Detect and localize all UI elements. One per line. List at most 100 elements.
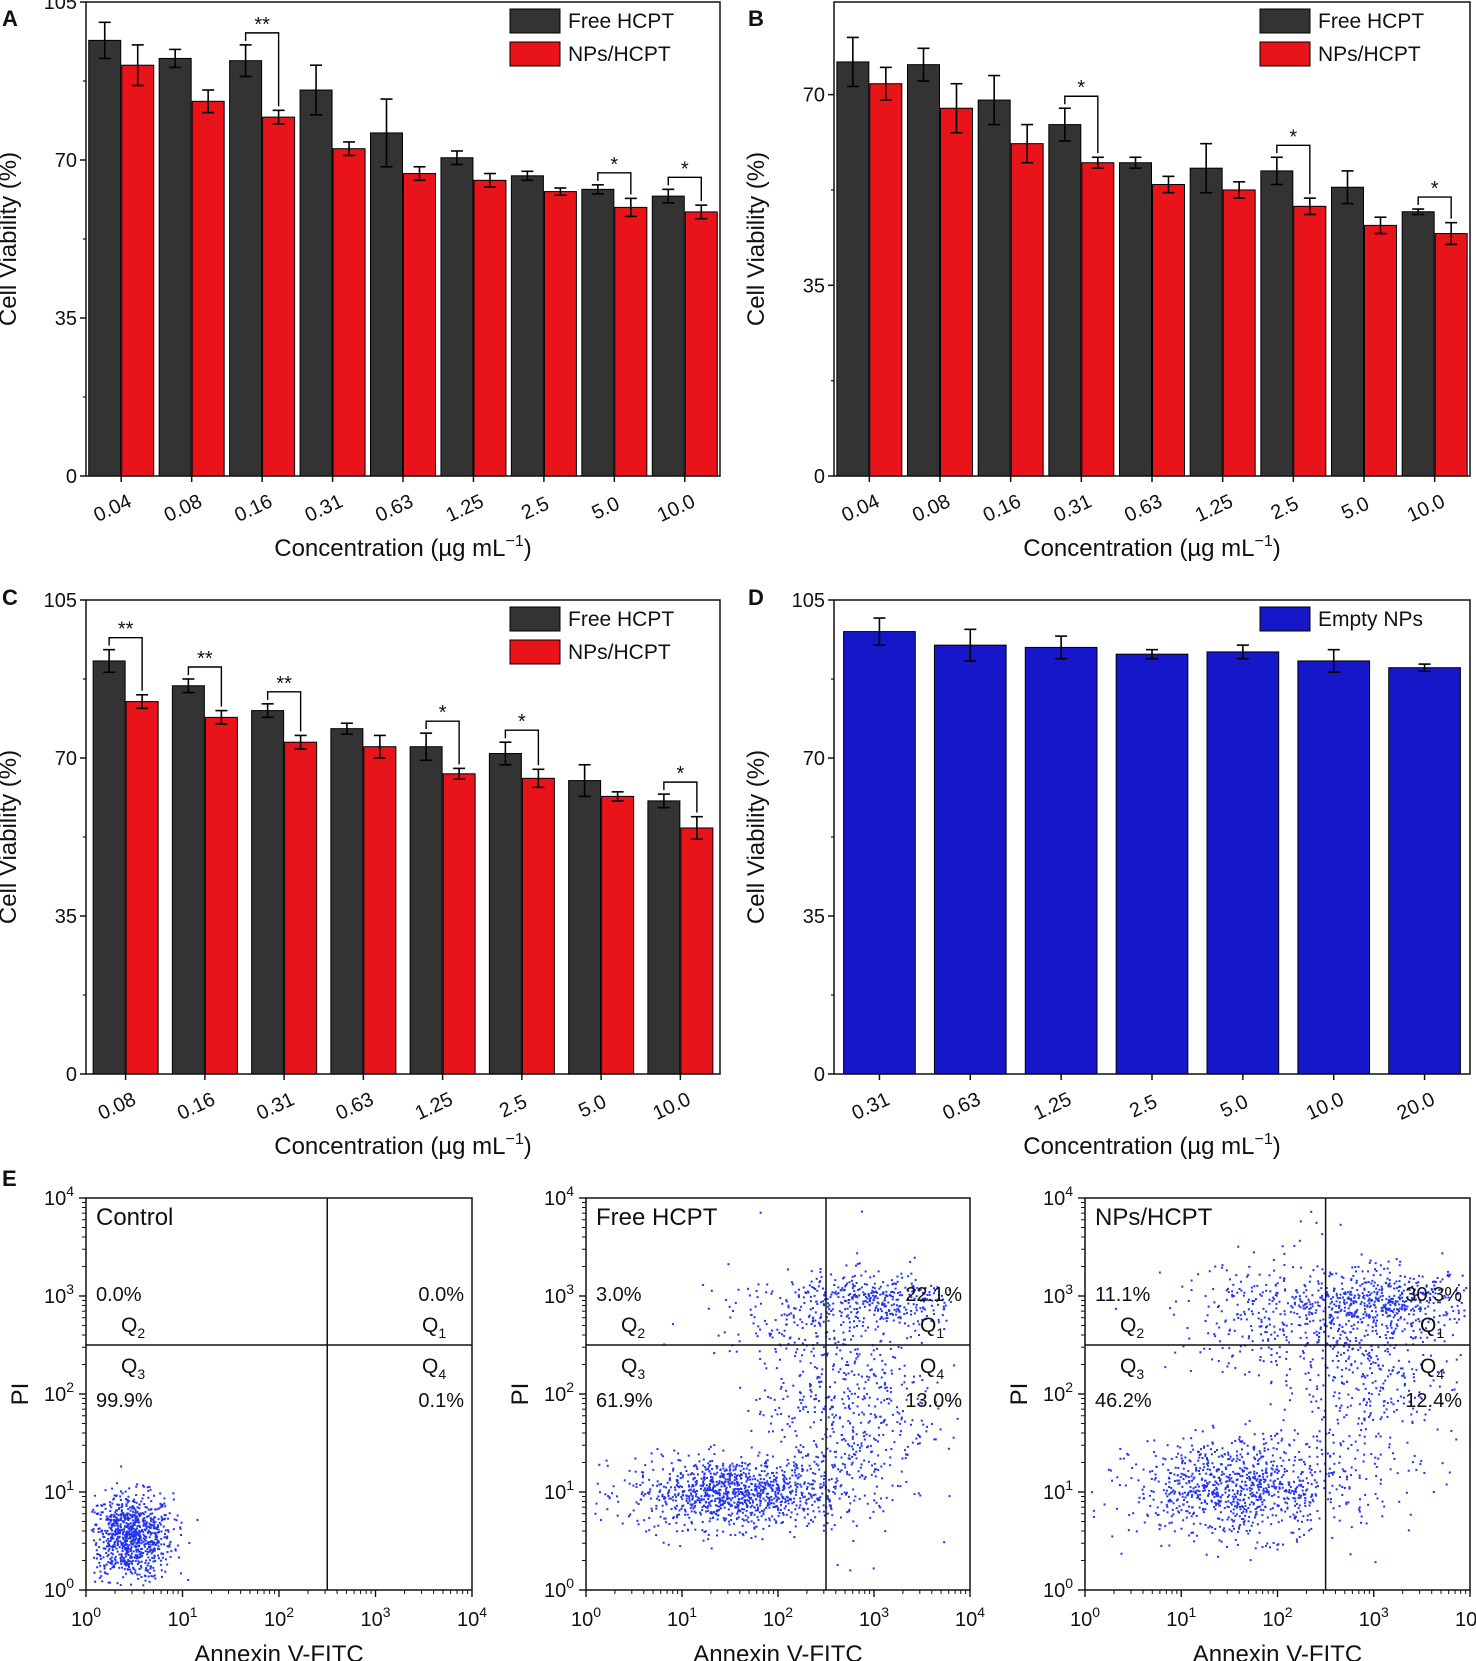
scatter-point (1358, 1510, 1361, 1513)
scatter-point (785, 1323, 788, 1326)
scatter-point (107, 1533, 110, 1536)
scatter-point (903, 1312, 906, 1315)
scatter-point (854, 1453, 857, 1456)
scatter-point (1232, 1500, 1235, 1503)
scatter-point (113, 1521, 116, 1524)
scatter-point (734, 1493, 737, 1496)
scatter-point (750, 1429, 753, 1432)
scatter-point (916, 1286, 919, 1289)
scatter-point (132, 1531, 135, 1534)
scatter-point (918, 1434, 921, 1437)
scatter-point (149, 1513, 152, 1516)
scatter-point (839, 1349, 842, 1352)
scatter-point (1418, 1391, 1421, 1394)
scatter-point (91, 1510, 94, 1513)
scatter-point (1407, 1469, 1410, 1472)
scatter-point (124, 1490, 127, 1493)
scatter-point (1215, 1494, 1218, 1497)
scatter-point (773, 1474, 776, 1477)
scatter-point (953, 1364, 956, 1367)
scatter-point (135, 1515, 138, 1518)
scatter-point (922, 1300, 925, 1303)
scatter-point (1150, 1490, 1153, 1493)
scatter-point (714, 1492, 717, 1495)
scatter-point (658, 1499, 661, 1502)
scatter-point (1252, 1503, 1255, 1506)
scatter-point (699, 1511, 702, 1514)
scatter-point (694, 1483, 697, 1486)
scatter-point (720, 1499, 723, 1502)
significance-bracket (667, 176, 702, 202)
scatter-point (879, 1318, 882, 1321)
scatter-point (1340, 1375, 1343, 1378)
scatter-point (806, 1454, 809, 1457)
scatter-point (851, 1283, 854, 1286)
scatter-point (134, 1514, 137, 1517)
scatter-point (817, 1506, 820, 1509)
scatter-point (1165, 1492, 1168, 1495)
scatter-point (1287, 1491, 1290, 1494)
quadrant-sub: 2 (637, 1325, 645, 1341)
scatter-point (1239, 1475, 1242, 1478)
scatter-point (851, 1461, 854, 1464)
scatter-point (144, 1562, 147, 1565)
scatter-point (730, 1482, 733, 1485)
scatter-point (798, 1451, 801, 1454)
scatter-point (693, 1506, 696, 1509)
scatter-point (709, 1478, 712, 1481)
scatter-point (861, 1411, 864, 1414)
scatter-point (1246, 1477, 1249, 1480)
y-tick-base: 10 (544, 1188, 566, 1210)
scatter-point (1339, 1337, 1342, 1340)
scatter-point (1281, 1437, 1284, 1440)
scatter-point (923, 1297, 926, 1300)
scatter-point (809, 1467, 812, 1470)
scatter-point (788, 1481, 791, 1484)
scatter-point (1181, 1462, 1184, 1465)
scatter-point (790, 1281, 793, 1284)
scatter-point (1351, 1371, 1354, 1374)
scatter-point (1342, 1345, 1345, 1348)
scatter-point (1239, 1499, 1242, 1502)
scatter-point (1150, 1477, 1153, 1480)
scatter-point (884, 1297, 887, 1300)
scatter-point (1276, 1465, 1279, 1468)
x-tick-exp: 3 (383, 1604, 391, 1620)
scatter-point (783, 1507, 786, 1510)
scatter-point (872, 1349, 875, 1352)
x-axis-title-sup: −1 (506, 1131, 524, 1148)
scatter-point (143, 1528, 146, 1531)
scatter-point (1259, 1508, 1262, 1511)
scatter-point (123, 1559, 126, 1562)
scatter-point (851, 1298, 854, 1301)
scatter-point (131, 1528, 134, 1531)
scatter-point (1363, 1435, 1366, 1438)
scatter-point (886, 1314, 889, 1317)
scatter-point (765, 1291, 768, 1294)
scatter-point (864, 1300, 867, 1303)
scatter-point (1290, 1323, 1293, 1326)
scatter-point (1379, 1478, 1382, 1481)
scatter-point (713, 1453, 716, 1456)
scatter-point (864, 1292, 867, 1295)
scatter-point (1190, 1495, 1193, 1498)
scatter-point (144, 1519, 147, 1522)
scatter-point (152, 1543, 155, 1546)
scatter-point (927, 1299, 930, 1302)
scatter-point (706, 1487, 709, 1490)
scatter-point (1279, 1456, 1282, 1459)
scatter-point (820, 1380, 823, 1383)
scatter-point (1390, 1397, 1393, 1400)
scatter-point (696, 1496, 699, 1499)
scatter-point (869, 1444, 872, 1447)
scatter-point (1176, 1474, 1179, 1477)
scatter-point (1168, 1493, 1171, 1496)
scatter-point (1452, 1310, 1455, 1313)
scatter-point (882, 1433, 885, 1436)
scatter-point (829, 1435, 832, 1438)
scatter-point (858, 1320, 861, 1323)
scatter-point (932, 1309, 935, 1312)
scatter-point (759, 1502, 762, 1505)
bar-nps (403, 173, 436, 477)
scatter-point (833, 1492, 836, 1495)
